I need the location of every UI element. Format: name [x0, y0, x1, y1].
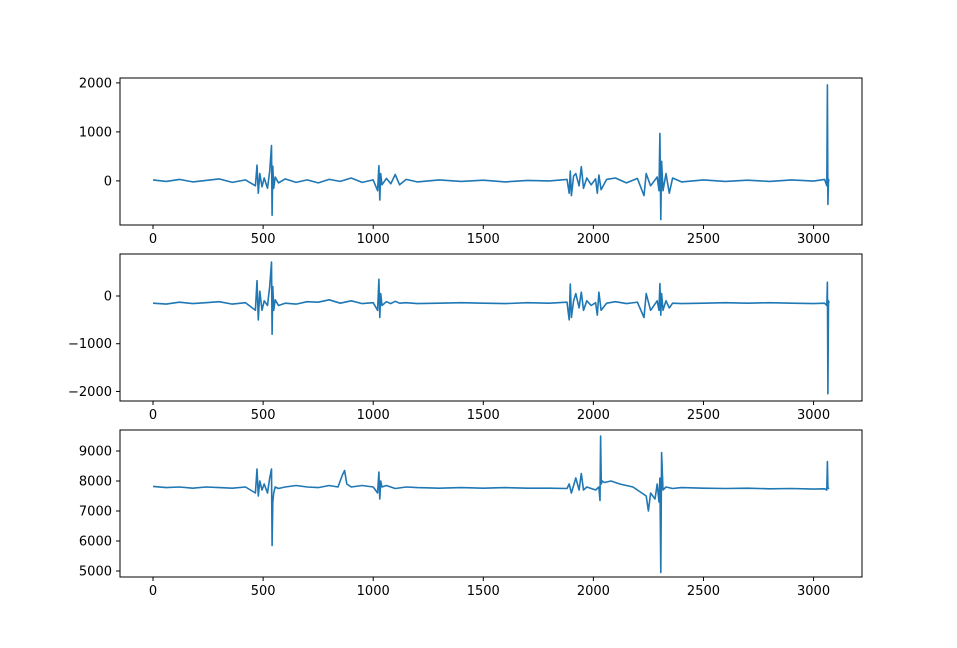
x-tick-label: 1000 [357, 408, 390, 423]
y-tick-label: 8000 [79, 475, 112, 490]
y-tick-label: 7000 [79, 505, 112, 520]
x-tick-label: 500 [251, 584, 276, 599]
axes-frame-middle [119, 253, 863, 402]
x-tick-label: 1000 [357, 584, 390, 599]
y-tick-label: −2000 [68, 385, 112, 400]
subplot-middle: 0 500 1000 1500 2000 2500 3000 −2000 −1000 0 [68, 253, 863, 423]
y-tick-label: 0 [104, 174, 112, 189]
x-tick-label: 2000 [577, 584, 610, 599]
x-tick-label: 0 [149, 584, 157, 599]
subplot-bottom: 0 500 1000 1500 2000 2500 3000 5000 6000 7000 8000… [79, 429, 863, 599]
x-tick-label: 2500 [687, 408, 720, 423]
y-tick-label: 5000 [79, 565, 112, 580]
subplot-top: 0 500 1000 1500 2000 2500 3000 0 1000 2000 [79, 76, 863, 247]
y-tick-label: 6000 [79, 535, 112, 550]
x-tick-label: 3000 [797, 584, 830, 599]
x-tick-label: 2000 [577, 232, 610, 247]
series-line-middle [152, 261, 830, 395]
x-tick-label: 0 [149, 232, 157, 247]
x-tick-label: 1000 [357, 232, 390, 247]
x-tick-label: 2500 [687, 584, 720, 599]
x-tick-label: 3000 [797, 232, 830, 247]
y-tick-label: 1000 [79, 125, 112, 140]
x-tick-label: 2000 [577, 408, 610, 423]
x-tick-label: 1500 [467, 232, 500, 247]
y-tick-label: −1000 [68, 337, 112, 352]
x-tick-label: 0 [149, 408, 157, 423]
axes-frame-top [119, 77, 863, 226]
series-line-bottom [152, 435, 830, 574]
y-tick-label: 0 [104, 290, 112, 305]
x-tick-label: 500 [251, 408, 276, 423]
y-tick-label: 9000 [79, 445, 112, 460]
series-line-top [152, 84, 830, 221]
x-tick-label: 500 [251, 232, 276, 247]
x-tick-label: 1500 [467, 408, 500, 423]
x-tick-label: 1500 [467, 584, 500, 599]
axes-frame-bottom [119, 429, 863, 578]
x-tick-label: 2500 [687, 232, 720, 247]
y-tick-label: 2000 [79, 76, 112, 91]
x-tick-label: 3000 [797, 408, 830, 423]
